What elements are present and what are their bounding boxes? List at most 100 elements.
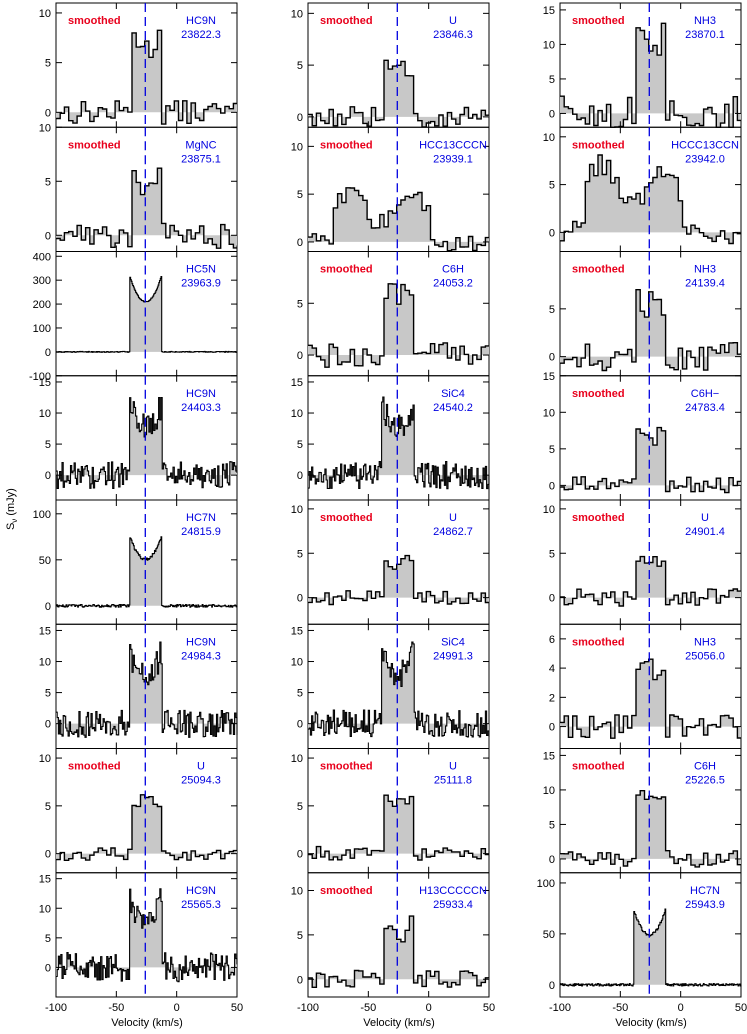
panel-col2-row3: 0 5 smoothed C6H 24053.2 xyxy=(297,251,490,377)
smoothed-label: smoothed xyxy=(572,388,625,400)
spectrum-line xyxy=(560,790,741,868)
y-tick-label: 5 xyxy=(45,933,51,945)
panel-col2-row6: 0 5 10 15 SiC4 24991.3 xyxy=(291,623,490,749)
y-tick-label: 15 xyxy=(291,625,303,637)
panel-col1-row4: 0 5 10 15 HC9N 24403.3 xyxy=(39,375,238,501)
species-label: HC9N xyxy=(186,636,216,648)
frequency-label: 23822.3 xyxy=(181,29,221,41)
frequency-label: 24403.3 xyxy=(181,402,221,414)
frequency-label: 24984.3 xyxy=(181,650,221,662)
y-axis-label-group: Sν (mJy) xyxy=(0,480,22,540)
y-tick-label: 5 xyxy=(297,60,303,72)
frequency-label: 24139.4 xyxy=(685,278,725,290)
y-tick-label: 15 xyxy=(543,5,555,17)
spectrum-line xyxy=(308,641,490,738)
y-tick-label: 5 xyxy=(297,298,303,310)
y-tick-label: 5 xyxy=(45,688,51,700)
y-tick-label: 10 xyxy=(291,141,303,153)
species-label: H13CCCCCN xyxy=(419,885,487,897)
y-tick-label: 0 xyxy=(297,849,303,861)
species-label: C6H xyxy=(694,761,716,773)
y-tick-label: 5 xyxy=(45,176,51,188)
spectrum-fill xyxy=(560,556,741,606)
smoothed-label: smoothed xyxy=(320,139,373,151)
spectrum-fill xyxy=(56,30,237,125)
y-tick-label: 200 xyxy=(33,299,51,311)
x-tick-label: 50 xyxy=(735,1002,747,1014)
frequency-label: 23875.1 xyxy=(181,153,221,165)
y-tick-label: 0 xyxy=(45,849,51,861)
panel-frame xyxy=(559,872,742,998)
y-tick-label: 0 xyxy=(297,974,303,986)
y-tick-label: 0 xyxy=(549,593,555,605)
y-tick-label: 15 xyxy=(543,371,555,383)
species-label: HC9N xyxy=(186,15,216,27)
x-tick-label: 0 xyxy=(426,1002,432,1014)
frequency-label: 25943.9 xyxy=(685,899,725,911)
spectrum-fill xyxy=(56,276,237,353)
y-tick-label: 15 xyxy=(39,874,51,886)
panel-col3-row8: 0 50 100 -100 -50 0 50 HC7N 25943.9 xyxy=(537,872,747,1014)
y-tick-label: 15 xyxy=(543,750,555,762)
x-tick-label: 0 xyxy=(678,1002,684,1014)
species-label: SiC4 xyxy=(441,388,465,400)
y-tick-label: 5 xyxy=(549,444,555,456)
spectrum-line xyxy=(560,658,741,739)
species-label: U xyxy=(449,512,457,524)
spectrum-fill xyxy=(308,397,489,489)
panel-col1-row2: 0 5 10 smoothed MgNC 23875.1 xyxy=(39,122,238,252)
smoothed-label: smoothed xyxy=(320,264,373,276)
smoothed-label: smoothed xyxy=(572,636,625,648)
panel-col3-row5: 0 5 10 smoothed U 24901.4 xyxy=(543,499,742,625)
frequency-label: 24783.4 xyxy=(685,402,725,414)
y-tick-label: 0 xyxy=(45,719,51,731)
frequency-label: 25056.0 xyxy=(685,650,725,662)
y-tick-label: 5 xyxy=(549,819,555,831)
frequency-label: 23939.1 xyxy=(433,153,473,165)
frequency-label: 23963.9 xyxy=(181,278,221,290)
frequency-label: 25111.8 xyxy=(434,775,472,787)
y-tick-label: 300 xyxy=(33,275,51,287)
x-tick-label: -100 xyxy=(549,1002,571,1014)
panel-col2-row7: 0 5 10 smoothed U 25111.8 xyxy=(291,748,490,874)
panel-col1-row3: -100 0 100 200 300 400 HC5N 23963.9 xyxy=(29,251,238,383)
species-label: U xyxy=(197,761,205,773)
frequency-label: 24862.7 xyxy=(433,526,473,538)
y-tick-label: 10 xyxy=(543,504,555,516)
spectrum-line xyxy=(56,794,237,861)
smoothed-label: smoothed xyxy=(320,512,373,524)
smoothed-label: smoothed xyxy=(320,15,373,27)
frequency-label: 23942.0 xyxy=(685,153,725,165)
panel-col3-row1: 0 5 10 15 smoothed NH3 23870.1 xyxy=(543,2,742,128)
y-tick-label: 0 xyxy=(549,352,555,364)
spectrum-fill xyxy=(308,642,489,738)
y-tick-label: 10 xyxy=(39,753,51,765)
y-tick-label: 10 xyxy=(291,8,303,20)
spectrum-line xyxy=(308,187,489,252)
y-tick-label: 6 xyxy=(549,634,555,646)
spectrum-fill xyxy=(56,888,237,982)
smoothed-label: smoothed xyxy=(572,15,625,27)
y-tick-label: 5 xyxy=(297,930,303,942)
y-tick-label: 0 xyxy=(549,722,555,734)
smoothed-label: smoothed xyxy=(320,885,373,897)
spectrum-fill xyxy=(56,642,237,738)
y-tick-label: 5 xyxy=(297,439,303,451)
x-tick-label: -100 xyxy=(297,1002,319,1014)
y-tick-label: 5 xyxy=(549,304,555,316)
y-tick-label: 15 xyxy=(39,377,51,389)
y-tick-label: 100 xyxy=(33,509,51,521)
y-tick-label: 5 xyxy=(45,801,51,813)
y-axis-label-subscript: ν xyxy=(10,518,20,523)
y-tick-label: 10 xyxy=(39,122,51,134)
y-tick-label: 2 xyxy=(549,692,555,704)
species-label: C6H− xyxy=(691,388,719,400)
spectrum-fill xyxy=(56,168,237,249)
y-tick-label: 10 xyxy=(543,39,555,51)
species-label: NH3 xyxy=(694,636,716,648)
spectrum-line xyxy=(308,396,490,490)
frequency-label: 24901.4 xyxy=(685,526,725,538)
species-label: NH3 xyxy=(694,264,716,276)
y-tick-label: 15 xyxy=(39,625,51,637)
